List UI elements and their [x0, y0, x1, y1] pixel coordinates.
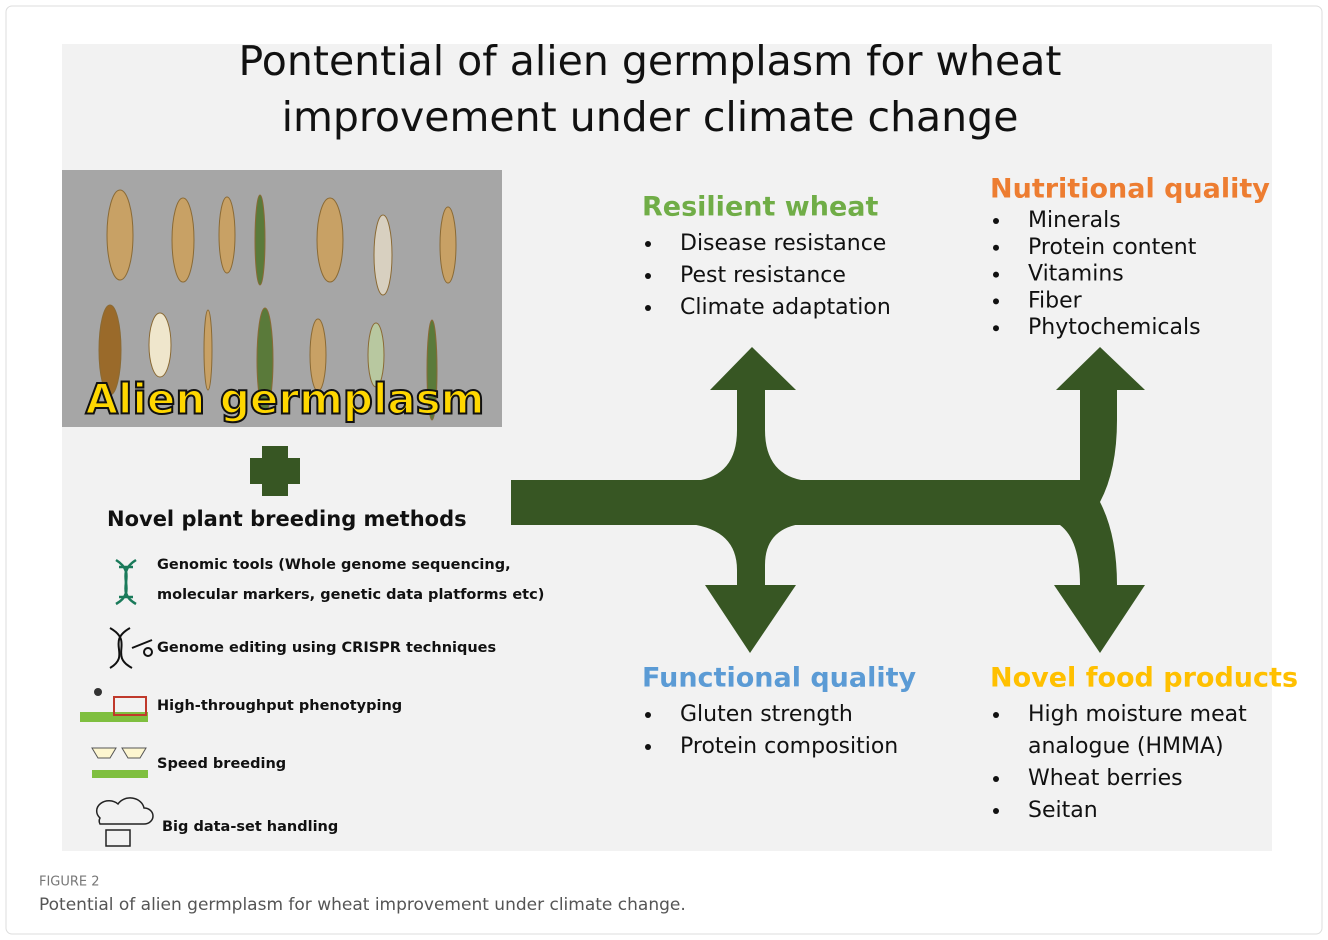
bullet	[993, 325, 999, 331]
bullet	[993, 776, 999, 782]
outcome-item: High moisture meat	[1028, 702, 1247, 727]
outcome-item: Phytochemicals	[1028, 315, 1201, 340]
bullet	[645, 273, 651, 279]
outcome-item: Disease resistance	[680, 231, 886, 256]
bullet	[993, 808, 999, 814]
method-text: Genomic tools (Whole genome sequencing,	[157, 557, 511, 573]
image-label: Alien germplasm	[86, 375, 485, 424]
outcome-item: Protein content	[1028, 235, 1197, 260]
method-text: Speed breeding	[157, 756, 286, 772]
outcome-item: Vitamins	[1028, 262, 1124, 287]
bullet	[993, 218, 999, 224]
bullet	[645, 712, 651, 718]
outcome-item: Seitan	[1028, 798, 1098, 823]
caption-text: Potential of alien germplasm for wheat i…	[39, 895, 686, 915]
bullet	[993, 298, 999, 304]
outcome-item: Fiber	[1028, 288, 1083, 313]
methods-heading: Novel plant breeding methods	[107, 507, 467, 531]
method-text: Big data-set handling	[162, 819, 338, 835]
bullet	[993, 712, 999, 718]
title-line: improvement under climate change	[282, 93, 1019, 141]
outcome-item: Pest resistance	[680, 263, 846, 288]
bullet	[645, 241, 651, 247]
outcome-item: Climate adaptation	[680, 295, 891, 320]
germplasm-image: Alien germplasm	[62, 170, 502, 427]
outcome-heading: Nutritional quality	[990, 174, 1270, 205]
outcome-heading: Novel food products	[990, 663, 1298, 694]
method-text: molecular markers, genetic data platform…	[157, 587, 544, 603]
figure: Pontential of alien germplasm for wheat …	[0, 0, 1328, 940]
bullet	[993, 245, 999, 251]
bullet	[645, 744, 651, 750]
outcome-item: analogue (HMMA)	[1028, 734, 1224, 759]
method-text: Genome editing using CRISPR techniques	[157, 640, 496, 656]
outcome-item: Protein composition	[680, 734, 898, 759]
bullet	[993, 272, 999, 278]
outcome-heading: Functional quality	[642, 663, 917, 694]
title-line: Pontential of alien germplasm for wheat	[239, 37, 1062, 85]
method-text: High-throughput phenotyping	[157, 698, 402, 714]
bullet	[645, 305, 651, 311]
caption-label: FIGURE 2	[39, 875, 100, 890]
outcome-item: Wheat berries	[1028, 766, 1183, 791]
outcome-item: Minerals	[1028, 208, 1121, 233]
outcome-heading: Resilient wheat	[642, 192, 878, 223]
outcome-item: Gluten strength	[680, 702, 853, 727]
